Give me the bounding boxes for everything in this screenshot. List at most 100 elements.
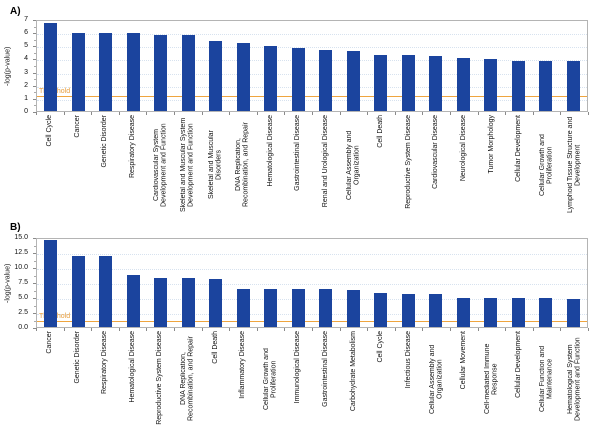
y-tick-mark (33, 59, 36, 61)
y-minor-tick (34, 260, 36, 262)
x-tick-label: Tumor Morphology (487, 115, 495, 174)
gridline (37, 314, 587, 315)
x-boundary-tick (339, 328, 341, 331)
bar (209, 41, 223, 111)
gridline (37, 47, 587, 49)
gridline (37, 284, 587, 285)
x-tick-label: Hematological Disease (266, 115, 274, 187)
x-tick-label: Gastrointestinal Disease (294, 115, 302, 191)
x-tick-label: Cellular Growth and Proliferation (538, 134, 554, 196)
y-tick-label: 1 (24, 94, 28, 102)
x-tick-label: Gastrointestinal Disease (321, 331, 329, 407)
y-tick-label: 6 (24, 29, 28, 37)
y-tick-mark (33, 253, 36, 254)
bar-slot (120, 239, 148, 327)
x-slot: Lymphoid Tissue Structure and Developmen… (560, 115, 588, 215)
x-slot: Cell Cycle (367, 331, 395, 429)
bar-slot (92, 239, 120, 327)
x-tick-label: Renal and Urological Disease (321, 115, 329, 208)
x-boundary-tick (174, 112, 175, 115)
x-boundary-tick (588, 328, 589, 331)
y-tick-mark (33, 33, 36, 35)
y-minor-tick (34, 275, 36, 277)
x-slot: Genetic Disorder (64, 331, 92, 429)
bar-slot (395, 239, 423, 327)
y-tick-mark (33, 238, 36, 239)
bar-slot (202, 21, 230, 111)
bar-slot (505, 21, 533, 111)
x-boundary-tick (63, 112, 65, 115)
x-tick-label: Cellular Growth and Proliferation (263, 348, 278, 410)
y-tick-label: 0 (24, 108, 28, 115)
bar (539, 297, 553, 327)
x-tick-label: Cellular Assembly and Organization (428, 344, 444, 414)
x-tick-label: Inflammatory Disease (239, 331, 247, 399)
y-tick-label: 2.5 (18, 309, 28, 316)
x-slot: Respiratory Disease (119, 115, 147, 215)
x-boundary-tick (560, 112, 562, 115)
bar-slot (92, 21, 120, 111)
gridline (37, 73, 587, 75)
x-slot: Gastrointestinal Disease (312, 331, 340, 429)
bar (181, 278, 195, 327)
panel-b-label: B) (10, 222, 21, 233)
x-tick-label: Cell Death (211, 331, 219, 364)
threshold-line (37, 321, 587, 323)
bar (566, 61, 580, 111)
x-boundary-tick (256, 112, 258, 115)
x-boundary-tick (367, 328, 369, 331)
x-tick-label: Hematological Disease (128, 331, 136, 403)
y-minor-tick (34, 79, 36, 81)
x-tick-label: Cell-mediated Immune Response (483, 343, 499, 415)
y-tick-label: 15.0 (14, 234, 28, 241)
x-tick-label: Lymphoid Tissue Structure and Developmen… (566, 116, 582, 214)
y-tick-mark (33, 20, 36, 21)
x-slot: Cardiovascular Disease (422, 115, 450, 215)
gridline (37, 269, 587, 270)
y-tick-label: 10.0 (14, 264, 28, 271)
x-slot: DNA Replication, Recombination, and Repa… (229, 115, 257, 215)
bar (291, 289, 305, 327)
y-axis: 0.0 2.5 5.0 7.5 10.0 12.5 15.0 (0, 234, 36, 331)
x-tick-label: Hematological System Development and Fun… (566, 337, 582, 421)
x-slot: Hematological System Development and Fun… (560, 331, 588, 429)
x-slot: Cellular Assembly and Organization (340, 115, 368, 215)
y-minor-tick (34, 26, 36, 28)
bar-slot (65, 21, 93, 111)
x-boundary-tick (394, 112, 396, 115)
bar-slot (422, 21, 450, 111)
x-tick-label: Neurological Disease (459, 115, 467, 182)
x-boundary-tick (450, 328, 451, 331)
bar (401, 293, 415, 327)
x-boundary-tick (339, 112, 341, 115)
x-slot: Hematological Disease (257, 115, 285, 215)
x-tick-label: Genetic Disorder (73, 331, 81, 384)
x-boundary-tick (394, 328, 396, 331)
x-slot: DNA Replication, Recombination, and Repa… (174, 331, 202, 429)
x-boundary-tick (367, 112, 369, 115)
bar-slot (37, 21, 65, 111)
x-tick-label: Cell Cycle (377, 331, 385, 363)
bar (126, 275, 140, 327)
gridline (37, 99, 587, 101)
bar-slot (450, 239, 478, 327)
x-boundary-tick (36, 328, 37, 331)
bar (319, 289, 333, 327)
bar (99, 33, 113, 111)
x-tick-label: Respiratory Disease (101, 331, 109, 395)
y-tick-label: 5.0 (18, 294, 28, 301)
bar (484, 297, 498, 327)
bar-slot (312, 21, 340, 111)
bar (99, 255, 113, 327)
bar-slot (477, 239, 505, 327)
bar-slot (340, 21, 368, 111)
y-minor-tick (34, 52, 36, 54)
x-boundary-tick (36, 112, 37, 115)
x-slot: Immunological Disease (284, 331, 312, 429)
x-slot: Reproductive System Disease (146, 331, 174, 429)
bar (264, 288, 278, 327)
y-minor-tick (34, 39, 36, 41)
x-boundary-tick (505, 328, 507, 331)
bar (429, 55, 443, 111)
